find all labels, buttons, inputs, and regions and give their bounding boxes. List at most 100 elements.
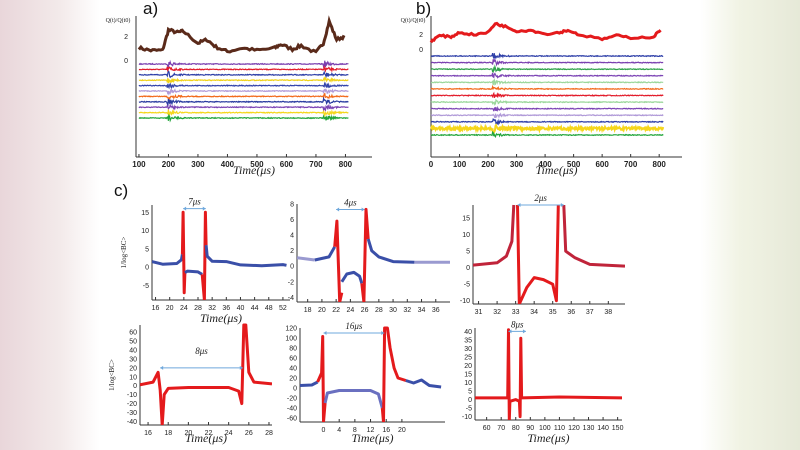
x-tick-label: 36 xyxy=(222,305,230,312)
y-tick-label: -30 xyxy=(127,410,137,417)
data-line xyxy=(405,378,442,389)
y-tick-label: 60 xyxy=(289,356,297,363)
x-tick-label: 500 xyxy=(567,160,581,169)
y-tick-label: -5 xyxy=(466,406,472,413)
y-tick-label: -5 xyxy=(464,282,470,289)
y-tick-label: 5 xyxy=(466,249,470,256)
arrowhead-icon xyxy=(381,331,385,335)
x-tick-label: 16 xyxy=(144,430,152,437)
signal-trace xyxy=(430,64,664,73)
x-tick-label: 8 xyxy=(353,427,357,434)
data-line xyxy=(475,328,622,420)
x-axis-label: Time(μs) xyxy=(233,163,275,177)
data-line xyxy=(152,254,184,266)
data-line xyxy=(340,270,364,284)
y-tick-label: 0 xyxy=(419,47,423,54)
x-tick-label: 100 xyxy=(132,160,146,169)
y-tick-label: 120 xyxy=(285,326,297,333)
signal-trace xyxy=(138,109,349,118)
arrowhead-icon xyxy=(239,365,243,370)
data-line xyxy=(380,326,407,422)
data-line xyxy=(562,204,625,268)
y-tick-label: 15 xyxy=(464,372,472,379)
arrowhead-icon xyxy=(183,206,187,211)
q-ratio-line xyxy=(429,21,662,44)
signal-trace xyxy=(430,105,664,112)
x-tick-label: 28 xyxy=(265,430,273,437)
y-tick-label: 5 xyxy=(145,246,149,253)
arrowhead-icon xyxy=(522,329,526,334)
x-tick-label: 400 xyxy=(221,160,235,169)
y-tick-label: 35 xyxy=(464,337,472,344)
x-tick-label: 24 xyxy=(346,307,354,314)
x-tick-label: 20 xyxy=(318,307,326,314)
data-line xyxy=(333,219,344,302)
x-tick-label: 34 xyxy=(530,309,538,316)
y-tick-label: 10 xyxy=(464,380,472,387)
x-tick-label: 12 xyxy=(367,427,375,434)
data-line xyxy=(184,269,203,276)
interval-annotation: 7μs xyxy=(188,197,201,207)
y-tick-label: 6 xyxy=(290,217,294,224)
arrowhead-icon xyxy=(336,207,340,212)
x-tick-label: 24 xyxy=(225,430,233,437)
x-tick-label: 80 xyxy=(512,425,520,432)
data-line xyxy=(316,335,327,422)
y-tick-label: 20 xyxy=(464,363,472,370)
x-tick-label: 700 xyxy=(309,160,323,169)
interval-annotation: 8μs xyxy=(511,319,524,329)
x-tick-label: 20 xyxy=(166,305,174,312)
y-tick-label: 50 xyxy=(129,339,137,346)
panel-label: a) xyxy=(143,0,158,18)
x-tick-label: 16 xyxy=(382,427,390,434)
x-tick-label: 32 xyxy=(493,309,501,316)
x-tick-label: 32 xyxy=(403,307,411,314)
interval-annotation: 2μs xyxy=(534,193,547,203)
x-tick-label: 18 xyxy=(304,307,312,314)
interval-annotation: 4μs xyxy=(344,197,357,207)
y-tick-label: -40 xyxy=(127,419,137,426)
y-tick-label: 40 xyxy=(289,366,297,373)
signal-trace xyxy=(430,84,664,91)
y-tick-label: -10 xyxy=(127,392,137,399)
q-ratio-line xyxy=(137,15,346,54)
x-tick-label: 37 xyxy=(586,309,594,316)
x-tick-label: 20 xyxy=(184,430,192,437)
y-tick-label: 0 xyxy=(145,265,149,272)
signal-trace xyxy=(138,102,349,113)
arrowhead-icon xyxy=(508,329,512,334)
arrowhead-icon xyxy=(323,331,327,335)
y-tick-label: -20 xyxy=(287,396,297,403)
panel-b: 0 100 200 300 400 500 600 700 800 b) Time(μs) Q(t)/… xyxy=(401,0,682,177)
y-tick-label: 8 xyxy=(290,202,294,209)
y-tick-label: 30 xyxy=(129,356,137,363)
y-tick-label: 4 xyxy=(290,233,294,240)
signal-trace xyxy=(138,96,349,108)
signal-trace xyxy=(138,87,349,96)
y-tick-label: 2 xyxy=(290,248,294,255)
x-tick-label: 16 xyxy=(152,305,160,312)
y-axis-label: Q(t)/Q(t0) xyxy=(106,17,131,24)
y-tick-label: -2 xyxy=(288,279,294,286)
data-line xyxy=(300,380,319,387)
x-tick-label: 200 xyxy=(481,160,495,169)
x-tick-label: 31 xyxy=(475,309,483,316)
y-axis-label: Q(t)/Q(t0) xyxy=(401,17,426,24)
y-tick-label: -5 xyxy=(143,283,149,290)
y-tick-label: -4 xyxy=(288,295,294,302)
data-line xyxy=(297,256,315,262)
y-tick-label: 0 xyxy=(133,383,137,390)
y-tick-label: 10 xyxy=(141,228,149,235)
y-tick-label: 5 xyxy=(468,389,472,396)
x-tick-label: 100 xyxy=(539,425,551,432)
x-tick-label: 38 xyxy=(604,309,612,316)
x-tick-label: 35 xyxy=(549,309,557,316)
x-tick-label: 110 xyxy=(554,425,565,432)
signal-trace xyxy=(138,70,349,79)
x-tick-label: 24 xyxy=(180,305,188,312)
signal-trace xyxy=(138,113,349,123)
y-tick-label: 0 xyxy=(466,265,470,272)
x-tick-label: 400 xyxy=(538,160,552,169)
